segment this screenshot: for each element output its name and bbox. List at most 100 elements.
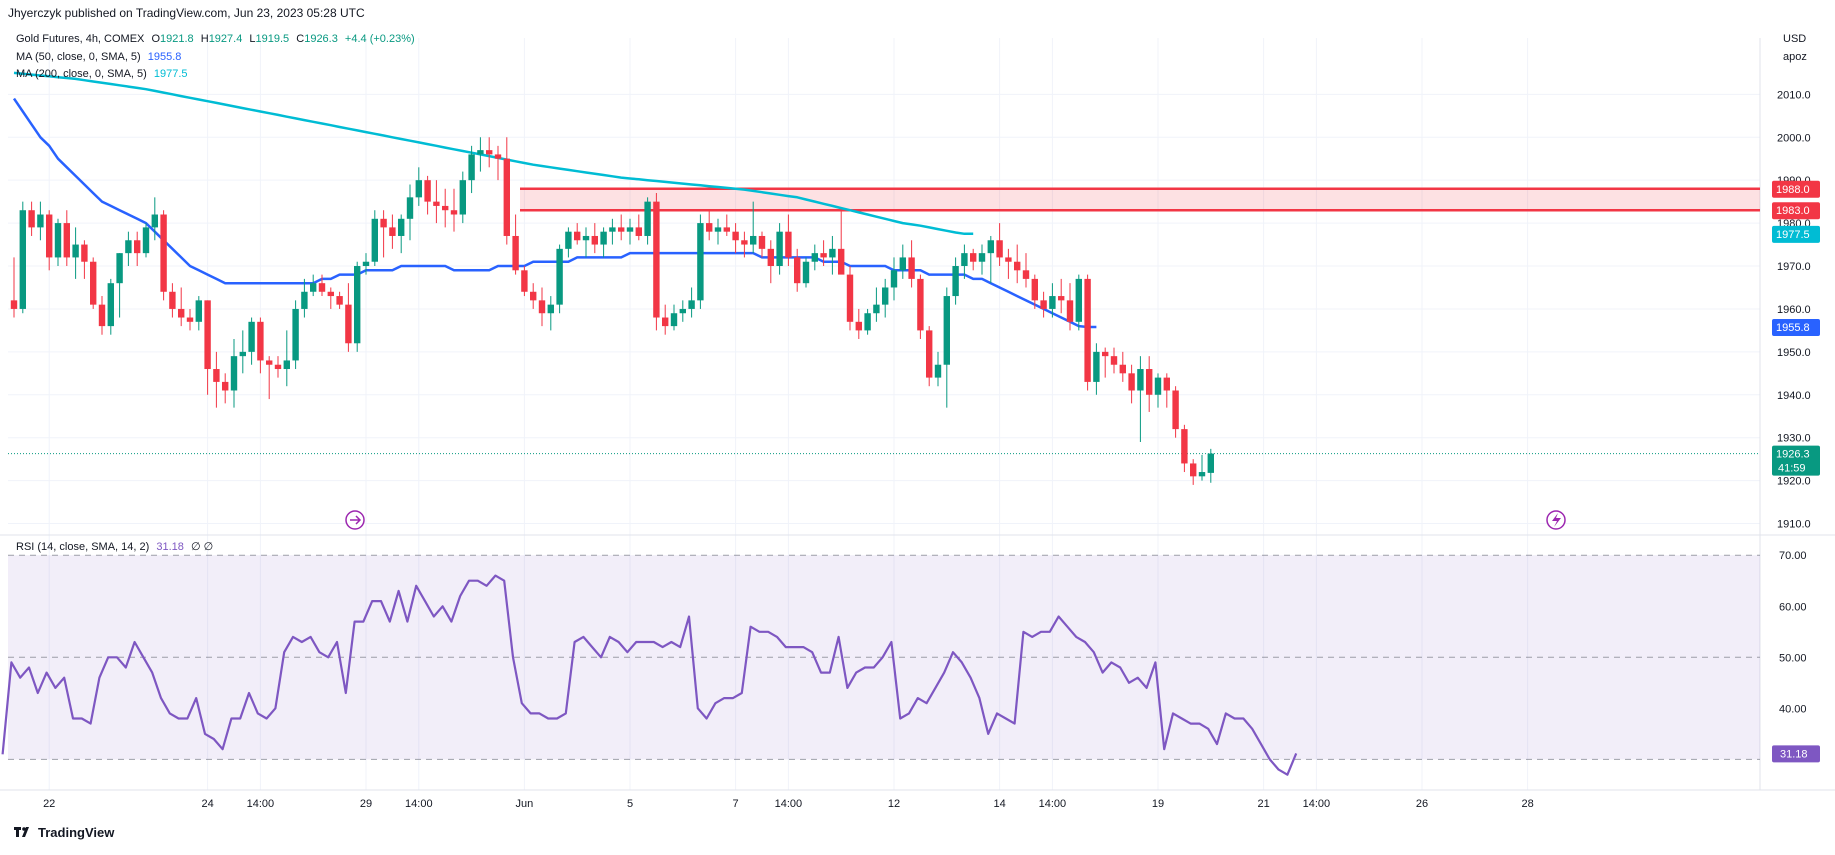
price-tick-label: 1910.0: [1777, 519, 1811, 531]
candle-body: [741, 240, 748, 245]
dividend-lightning-icon: [1546, 510, 1566, 530]
rsi-label: RSI (14, close, SMA, 14, 2): [16, 541, 150, 553]
candle-body: [970, 253, 977, 262]
candle: [1163, 373, 1170, 408]
main-legend: Gold Futures, 4h, COMEX O1921.8 H1927.4 …: [16, 33, 415, 45]
candle-body: [142, 227, 150, 254]
price-tick-label: 2010.0: [1777, 89, 1811, 101]
candle: [829, 235, 836, 275]
candle: [1005, 248, 1012, 279]
currency-label[interactable]: USD: [1783, 33, 1807, 45]
candle: [1084, 274, 1091, 391]
candle-body: [811, 253, 818, 262]
tradingview-footer[interactable]: TradingView: [14, 825, 114, 840]
candle: [662, 304, 669, 335]
legend-title[interactable]: Gold Futures, 4h, COMEX: [16, 33, 145, 45]
candle-body: [855, 321, 862, 331]
candle: [767, 240, 774, 284]
candle-body: [459, 180, 466, 215]
footer-brand: TradingView: [38, 825, 115, 840]
rsi-tick-label: 60.00: [1779, 601, 1807, 613]
price-tick-label: 1960.0: [1777, 304, 1811, 316]
candle: [618, 214, 625, 241]
candle-body: [204, 300, 211, 370]
scale-mode-label[interactable]: apoz: [1783, 51, 1807, 63]
candle-body: [512, 235, 519, 271]
candle-body: [644, 201, 651, 236]
candle: [556, 244, 563, 314]
candle-body: [697, 223, 704, 301]
candle-body: [873, 304, 880, 314]
candle: [785, 214, 792, 267]
candle: [934, 351, 942, 387]
candle-body: [336, 296, 343, 305]
candle: [1172, 386, 1179, 438]
candle-body: [1040, 300, 1047, 309]
time-tick-label: 14:00: [1303, 798, 1331, 810]
candle-body: [679, 308, 686, 314]
candle: [1058, 278, 1065, 314]
candle-body: [37, 214, 44, 228]
candle-body: [1022, 270, 1030, 279]
candle-body: [635, 227, 642, 236]
candle: [459, 171, 466, 224]
candle: [530, 283, 537, 309]
rsi-tick-label: 50.00: [1779, 652, 1807, 664]
candle-body: [503, 158, 510, 236]
candle: [1014, 244, 1021, 284]
candle: [37, 201, 44, 241]
candle: [952, 257, 959, 305]
ma200-legend[interactable]: MA (200, close, 0, SMA, 5) 1977.5: [16, 68, 188, 80]
candle: [978, 244, 986, 275]
candle: [54, 218, 62, 267]
candle: [468, 145, 475, 194]
price-tick-label: 1930.0: [1777, 433, 1811, 445]
time-tick-label: Jun: [516, 798, 534, 810]
candle-body: [1172, 390, 1179, 430]
candle: [996, 223, 1003, 267]
ma200-label: MA (200, close, 0, SMA, 5): [16, 68, 147, 80]
candle-body: [63, 223, 70, 258]
candle-body: [785, 231, 792, 258]
candle-body: [591, 235, 598, 245]
candle: [838, 210, 845, 275]
legend-c-label: C: [296, 33, 305, 45]
candle-body: [618, 227, 625, 232]
plot-background: [8, 38, 1760, 790]
rsi-legend[interactable]: RSI (14, close, SMA, 14, 2) 31.18 ∅ ∅: [16, 540, 213, 553]
rsi-label-bg: [1772, 745, 1820, 763]
candle: [908, 240, 915, 288]
candle-body: [107, 283, 114, 327]
candle: [582, 227, 590, 258]
candle-body: [257, 321, 264, 361]
candle-body: [266, 360, 273, 365]
ma50-legend[interactable]: MA (50, close, 0, SMA, 5) 1955.8: [16, 51, 181, 63]
candle-body: [802, 261, 810, 284]
candle: [741, 231, 748, 258]
candle: [90, 257, 97, 309]
price-label-text: 1926.3: [1776, 449, 1810, 461]
candle: [28, 201, 35, 236]
candle-body: [1005, 257, 1012, 262]
candle-body: [908, 257, 915, 279]
time-tick-label: 21: [1257, 798, 1269, 810]
event-marker-arrow: [350, 515, 362, 525]
candle: [1110, 347, 1118, 374]
published-header: Jhyerczyk published on TradingView.com, …: [8, 6, 365, 20]
price-label-last: 1926.3 41:59: [1772, 445, 1820, 476]
candle: [477, 137, 484, 172]
candle-body: [829, 248, 836, 258]
price-label-bg: [1772, 225, 1820, 243]
candle-body: [846, 274, 854, 322]
candle: [19, 201, 26, 314]
candle: [574, 223, 581, 245]
legend-o-label: O: [151, 33, 161, 45]
candle-body: [186, 317, 194, 322]
candle: [1093, 343, 1100, 395]
candle: [1137, 356, 1144, 442]
candle: [917, 274, 924, 339]
candle: [970, 248, 977, 271]
candle-body: [345, 304, 352, 344]
candle: [811, 244, 818, 271]
